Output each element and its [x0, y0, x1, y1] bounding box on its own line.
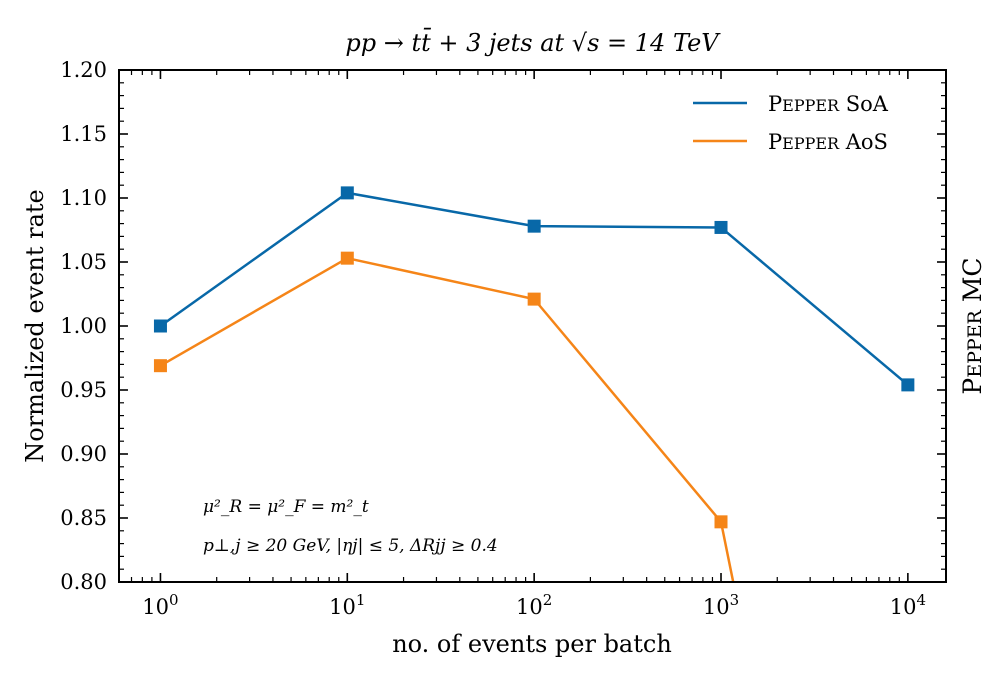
series-marker-0 — [153, 319, 167, 333]
legend-label-aos-main: P — [768, 130, 782, 154]
side-label-main: P — [958, 378, 987, 395]
x-tick-label: 103 — [703, 591, 739, 619]
y-tick-label: 1.00 — [60, 314, 107, 338]
x-tick-label-base: 10 — [703, 595, 730, 619]
y-tick-label: 1.15 — [60, 122, 107, 146]
legend-label-soa-small: EPPER — [782, 96, 840, 115]
series-layer — [153, 186, 915, 582]
legend-label-soa-rest: SoA — [839, 92, 889, 116]
series-marker-1 — [153, 359, 167, 373]
y-tick-label: 1.05 — [60, 250, 107, 274]
x-tick-label-exponent: 3 — [730, 591, 740, 609]
side-label-rest: MC — [958, 257, 987, 310]
y-tick-label: 0.90 — [60, 442, 107, 466]
legend-label-soa: PEPPER SoA — [768, 92, 889, 116]
x-axis-label: no. of events per batch — [392, 630, 672, 658]
legend-label-aos: PEPPER AoS — [768, 130, 888, 154]
y-tick-label: 0.80 — [60, 570, 107, 594]
plot-frame — [118, 69, 947, 583]
x-tick-label: 104 — [890, 591, 926, 619]
series-marker-1 — [340, 251, 354, 265]
y-tick-label: 1.10 — [60, 186, 107, 210]
y-axis: 0.80 0.85 0.90 0.95 1.00 1.05 1.10 1.15 1.20 — [60, 58, 107, 594]
x-tick-label: 102 — [516, 591, 552, 619]
series-marker-1 — [714, 515, 728, 529]
x-tick-label-base: 10 — [516, 595, 543, 619]
x-tick-label-exponent: 1 — [356, 591, 366, 609]
series-marker-0 — [714, 220, 728, 234]
y-tick-label: 1.20 — [60, 58, 107, 82]
legend: PEPPER SoA PEPPER AoS — [693, 92, 889, 154]
legend-label-aos-small: EPPER — [782, 134, 840, 153]
y-axis-label: Normalized event rate — [21, 189, 49, 463]
x-tick-label-base: 10 — [890, 595, 917, 619]
y-tick-label: 0.95 — [60, 378, 107, 402]
x-tick-label: 100 — [142, 591, 178, 619]
x-tick-label: 101 — [329, 591, 365, 619]
x-tick-label-exponent: 4 — [916, 591, 926, 609]
legend-label-aos-rest: AoS — [839, 130, 888, 154]
side-label: PEPPER MC — [958, 257, 987, 394]
x-tick-label-exponent: 0 — [169, 591, 179, 609]
plot-area — [118, 69, 947, 583]
x-tick-label-base: 10 — [142, 595, 169, 619]
annotation-scales: μ²_R = μ²_F = m²_t — [203, 497, 369, 517]
series-marker-1 — [527, 292, 541, 306]
legend-entry-aos: PEPPER AoS — [693, 130, 888, 154]
series-marker-0 — [901, 378, 915, 392]
x-tick-label-base: 10 — [329, 595, 356, 619]
x-tick-label-exponent: 2 — [543, 591, 553, 609]
legend-label-soa-main: P — [768, 92, 782, 116]
x-axis: 100 101 102 103 104 — [142, 591, 926, 619]
side-label-small: EPPER — [964, 309, 986, 377]
y-tick-label: 0.85 — [60, 506, 107, 530]
series-marker-0 — [527, 219, 541, 233]
annotation-cuts: p⊥,j ≥ 20 GeV, |ηj| ≤ 5, ΔRjj ≥ 0.4 — [203, 536, 498, 556]
series-marker-0 — [340, 186, 354, 200]
legend-entry-soa: PEPPER SoA — [693, 92, 889, 116]
chart-title: pp → tt̄ + 3 jets at √s = 14 TeV — [345, 28, 721, 57]
